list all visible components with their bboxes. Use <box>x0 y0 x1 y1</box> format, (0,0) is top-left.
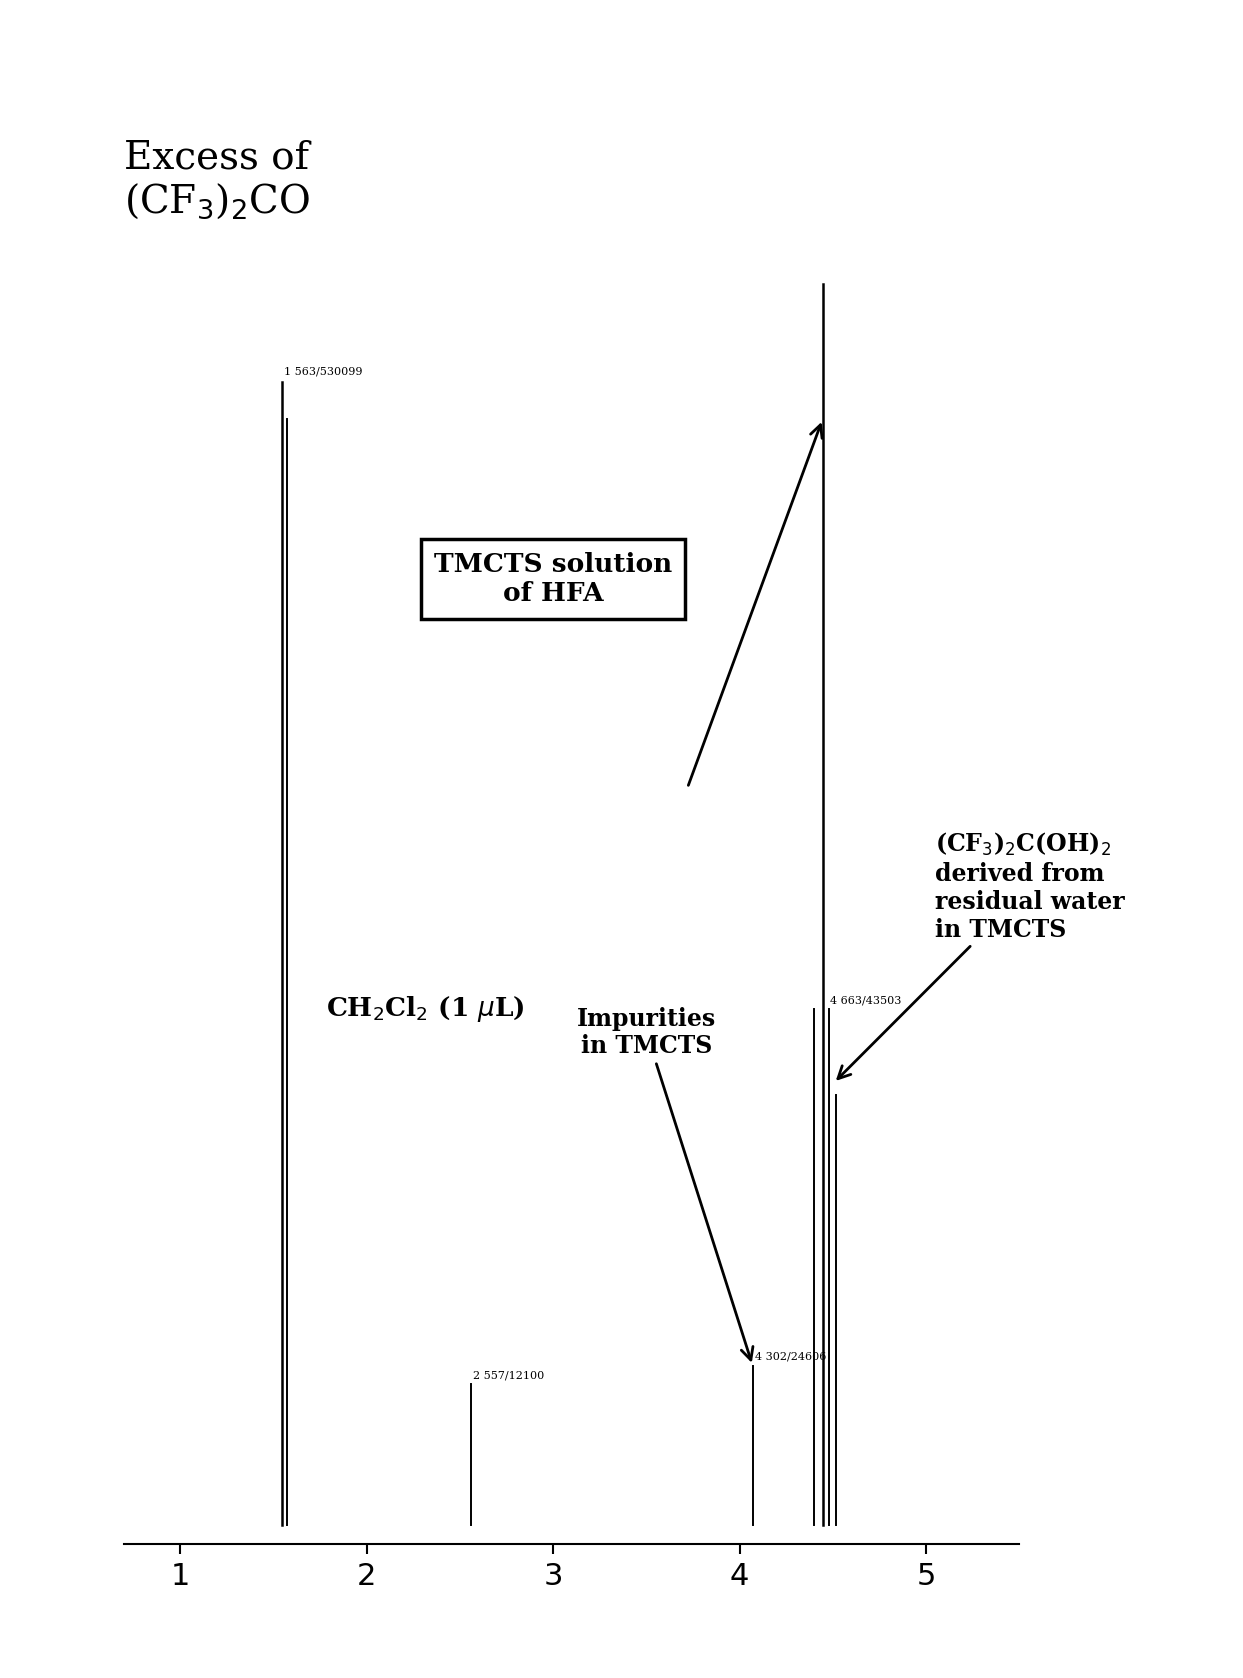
Text: Excess of: Excess of <box>124 139 310 176</box>
Text: (CF$_3$)$_2$C(OH)$_2$
derived from
residual water
in TMCTS: (CF$_3$)$_2$C(OH)$_2$ derived from resid… <box>838 831 1125 1079</box>
Text: 4 663/43503: 4 663/43503 <box>830 995 901 1005</box>
Text: (CF$_3$)$_2$CO: (CF$_3$)$_2$CO <box>124 181 311 221</box>
Text: 4 302/24606: 4 302/24606 <box>755 1352 825 1363</box>
Text: Impurities
in TMCTS: Impurities in TMCTS <box>577 1007 753 1359</box>
Text: TMCTS solution
of HFA: TMCTS solution of HFA <box>434 552 672 606</box>
Text: 1 563/530099: 1 563/530099 <box>283 366 362 376</box>
Text: 2 557/12100: 2 557/12100 <box>472 1371 544 1381</box>
Text: CH$_2$Cl$_2$ (1 $\mu$L): CH$_2$Cl$_2$ (1 $\mu$L) <box>326 993 525 1024</box>
